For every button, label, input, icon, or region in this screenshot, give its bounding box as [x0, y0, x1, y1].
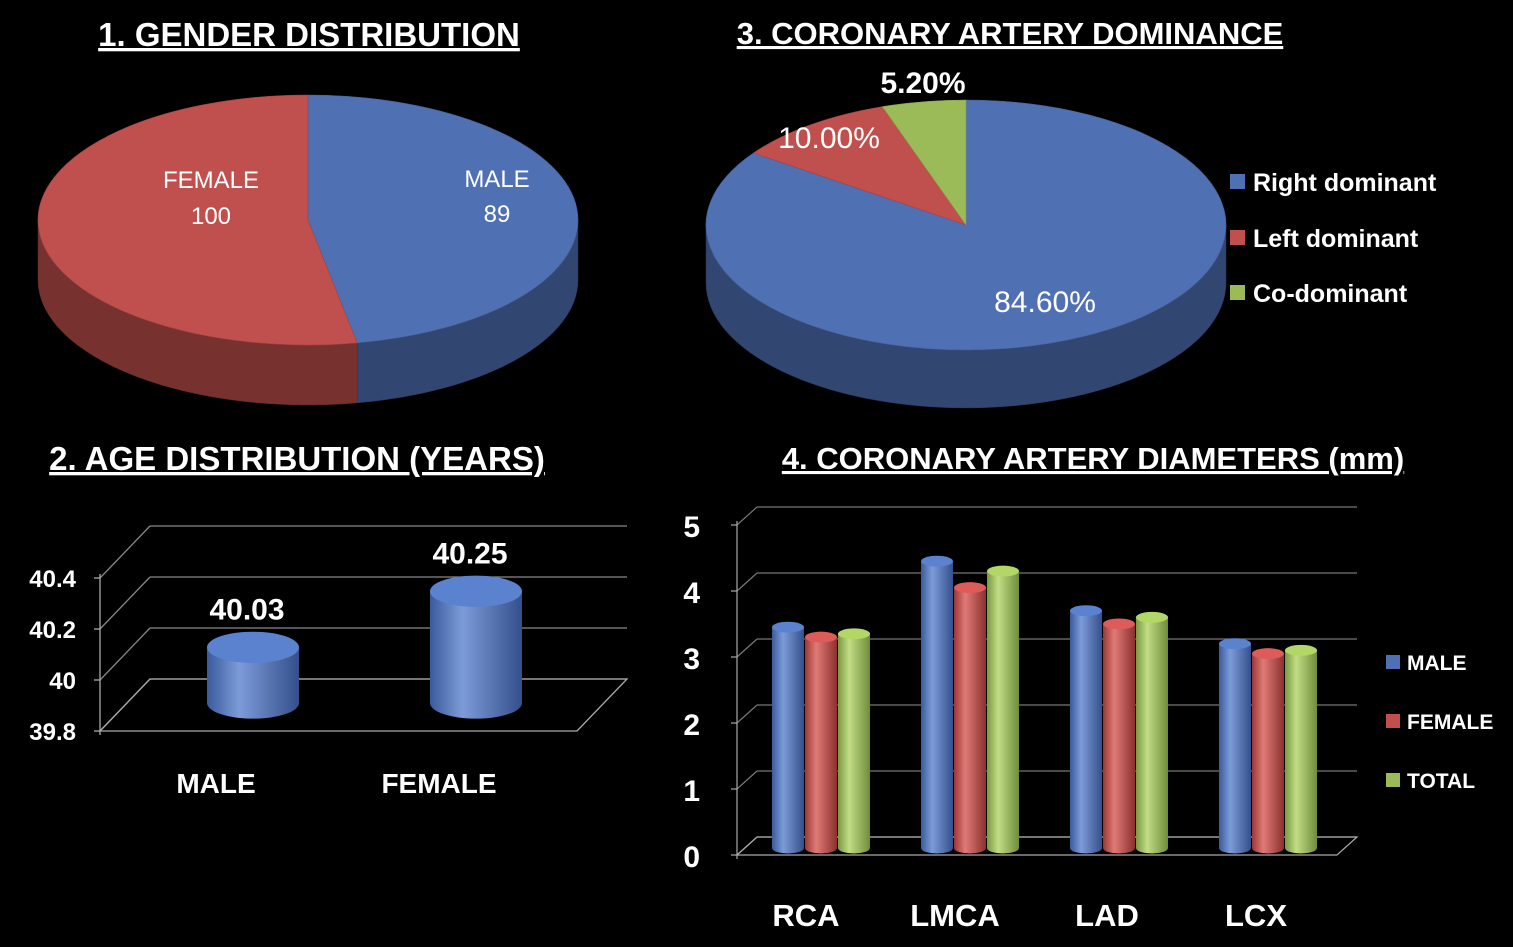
bar-lcx-total — [1285, 650, 1317, 854]
bar-rca-total-top — [838, 628, 870, 640]
dominance-legend: Right dominant Left dominant Co-dominant — [1230, 169, 1437, 308]
grid-diag — [99, 576, 151, 630]
bar-lad-total — [1136, 617, 1168, 854]
pie-value-female: 100 — [191, 203, 231, 230]
x-tick-label-lmca: LMCA — [910, 898, 1000, 933]
pie-value-left-dominant: 10.00% — [778, 122, 880, 155]
y-tick-label: 40.4 — [29, 566, 76, 593]
pie-label-female: FEMALE — [163, 167, 259, 194]
grid-diag — [99, 627, 151, 681]
bar-lmca-total-top — [987, 565, 1019, 577]
bar-lad-female — [1103, 623, 1135, 854]
floor — [735, 836, 1359, 856]
gender-chart: 1. GENDER DISTRIBUTION MALE 89 FEMALE 100 — [37, 16, 579, 406]
legend-label-right-dominant: Right dominant — [1253, 169, 1437, 197]
gender-pie: MALE 89 FEMALE 100 — [37, 94, 579, 406]
legend-label-left-dominant: Left dominant — [1253, 225, 1419, 253]
bar-lcx-female-top — [1252, 648, 1284, 660]
x-tick-label-rca: RCA — [772, 898, 839, 933]
y-tick-label: 0 — [683, 841, 700, 874]
bar-lcx-female — [1252, 653, 1284, 854]
grid-diag — [99, 525, 151, 579]
bar-lmca-female-top — [954, 582, 986, 594]
grid-diag — [736, 770, 758, 790]
y-tick-label: 1 — [683, 775, 700, 808]
legend-swatch-male — [1386, 655, 1400, 669]
legend-swatch-female — [1386, 714, 1400, 728]
legend-swatch-left-dominant — [1230, 230, 1245, 245]
legend-swatch-co-dominant — [1230, 285, 1245, 300]
y-tick-label: 40 — [49, 668, 76, 695]
bar-lad-female-top — [1103, 618, 1135, 630]
pie-slice-right-dominant — [705, 99, 1227, 351]
pie-value-co-dominant: 5.20% — [880, 67, 965, 100]
bar-rca-total — [838, 633, 870, 854]
bar-rca-female — [805, 637, 837, 854]
gender-chart-title: 1. GENDER DISTRIBUTION — [98, 16, 520, 53]
bar-lad-male-top — [1070, 605, 1102, 617]
y-tick-label: 3 — [683, 643, 700, 676]
bar-lmca-female — [954, 587, 986, 854]
legend-swatch-right-dominant — [1230, 174, 1245, 189]
x-tick-label-male: MALE — [176, 768, 255, 799]
data-label-female: 40.25 — [432, 537, 507, 570]
age-chart: 2. AGE DISTRIBUTION (YEARS) 39.8 40 40.2 40… — [29, 440, 629, 799]
pie-value-right-dominant: 84.60% — [994, 286, 1096, 319]
pie-label-male: MALE — [464, 166, 529, 193]
grid-diag — [736, 572, 758, 592]
bar-female — [430, 591, 522, 719]
bar-female-top — [430, 575, 522, 607]
bar-lcx-male — [1219, 643, 1251, 854]
legend-label-male: MALE — [1407, 652, 1467, 675]
legend-label-female: FEMALE — [1407, 711, 1493, 734]
bar-lmca-male — [921, 561, 953, 854]
legend-label-co-dominant: Co-dominant — [1253, 280, 1408, 308]
x-tick-label-lcx: LCX — [1225, 898, 1287, 933]
y-tick-label: 2 — [683, 709, 700, 742]
grid-diag — [736, 506, 758, 526]
pie-slice-female — [37, 94, 358, 346]
dominance-pie: 84.60% 10.00%5.20% — [705, 67, 1227, 409]
age-bar-plot: 39.8 40 40.2 40.4 40.03 MALE 40.25 FEMALE — [29, 525, 629, 799]
pie-slice-male — [307, 94, 579, 344]
bar-lad-male — [1070, 610, 1102, 854]
bar-male — [207, 647, 299, 719]
y-tick-label: 5 — [683, 511, 700, 544]
floor — [98, 678, 629, 732]
age-chart-title: 2. AGE DISTRIBUTION (YEARS) — [49, 440, 545, 477]
bar-rca-male — [772, 627, 804, 854]
dominance-chart: 3. CORONARY ARTERY DOMINANCE 84.60% 10.00… — [705, 16, 1437, 409]
grid-diag — [736, 638, 758, 658]
grid-diag — [736, 704, 758, 724]
pie-value-male: 89 — [484, 201, 511, 228]
bar-lcx-male-top — [1219, 638, 1251, 650]
y-tick-label: 39.8 — [29, 719, 76, 746]
y-tick-label: 4 — [683, 577, 700, 610]
diameter-bar-plot: 0 1 2 3 4 5 RCA LMCA LAD LCX — [683, 506, 1359, 933]
diameter-chart: 4. CORONARY ARTERY DIAMETERS (mm) 0 1 2 3 4 5… — [683, 441, 1493, 933]
legend-swatch-total — [1386, 773, 1400, 787]
bar-rca-male-top — [772, 621, 804, 633]
data-label-male: 40.03 — [209, 593, 284, 626]
x-tick-label-female: FEMALE — [381, 768, 496, 799]
bar-lad-total-top — [1136, 611, 1168, 623]
diameter-legend: MALE FEMALE TOTAL — [1386, 652, 1493, 793]
bar-lmca-total — [987, 571, 1019, 854]
y-tick-label: 40.2 — [29, 617, 76, 644]
bar-male-top — [207, 631, 299, 663]
bar-lcx-total-top — [1285, 644, 1317, 656]
dominance-chart-title: 3. CORONARY ARTERY DOMINANCE — [737, 16, 1284, 51]
legend-label-total: TOTAL — [1407, 770, 1475, 793]
pie-slice-co-dominant — [881, 99, 967, 226]
x-tick-label-lad: LAD — [1075, 898, 1139, 933]
diameter-chart-title: 4. CORONARY ARTERY DIAMETERS (mm) — [782, 441, 1404, 476]
bar-rca-female-top — [805, 631, 837, 643]
bar-lmca-male-top — [921, 555, 953, 567]
pie-slice-left-dominant — [752, 106, 967, 226]
